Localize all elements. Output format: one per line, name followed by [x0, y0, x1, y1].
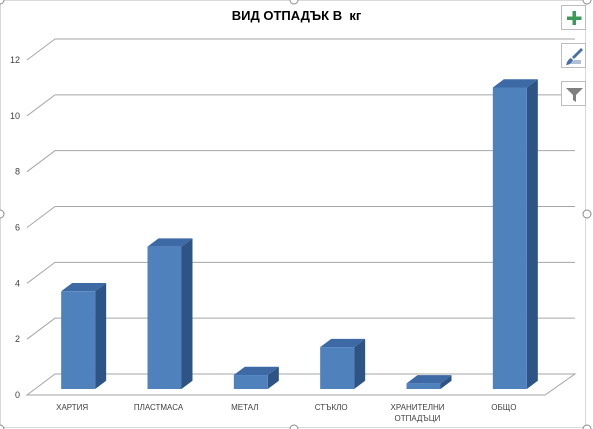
resize-handle-bottom-left[interactable]	[0, 424, 5, 429]
x-category-label: МЕТАЛ	[231, 403, 258, 412]
bar	[492, 87, 527, 389]
bar-top	[406, 375, 452, 384]
bar	[147, 246, 182, 389]
y-tick-label: 0	[15, 390, 20, 400]
chart-styles-button[interactable]	[561, 43, 586, 68]
bar-side	[354, 338, 366, 389]
plus-icon	[567, 11, 582, 25]
resize-handle-right[interactable]	[582, 209, 592, 219]
x-axis-labels: ХАРТИЯ ПЛАСТМАСА МЕТАЛ СТЪКЛО ХРАНИТЕЛНИ ОТПА…	[56, 403, 516, 423]
y-tick-label: 2	[15, 334, 20, 344]
gridline	[25, 373, 577, 396]
bar-top	[147, 238, 193, 247]
x-category-label: ПЛАСТМАСА	[134, 403, 184, 412]
bar	[233, 375, 268, 389]
bar-side	[267, 366, 279, 389]
x-category-label: ХАРТИЯ	[56, 403, 88, 412]
bar-side	[181, 238, 193, 389]
bar-side	[526, 79, 538, 389]
gridline	[26, 38, 575, 61]
x-category-label: СТЪКЛО	[315, 403, 348, 412]
bar	[406, 383, 441, 389]
y-tick-label: 4	[15, 278, 20, 288]
bar-top	[320, 338, 366, 348]
gridline	[26, 206, 575, 228]
bar-side	[440, 375, 452, 389]
y-axis-ticks: 0 2 4 6 8 10 12	[10, 55, 20, 400]
resize-handle-top-right[interactable]	[582, 0, 592, 5]
resize-handle-left[interactable]	[0, 209, 5, 219]
chart-elements-button[interactable]	[561, 5, 586, 30]
chart-title[interactable]: ВИД ОТПАДЪК В кг	[231, 8, 362, 23]
resize-handle-bottom-right[interactable]	[582, 424, 592, 429]
x-category-label: ОБЩО	[491, 403, 516, 412]
x-category-label-line: ОТПАДЪЦИ	[395, 414, 441, 423]
y-tick-label: 6	[15, 223, 20, 233]
gridline	[26, 261, 575, 284]
filter-icon	[566, 88, 583, 102]
resize-handle-top[interactable]	[289, 0, 299, 5]
bar-top	[492, 79, 538, 88]
bar-top	[61, 283, 107, 292]
gridline	[26, 150, 575, 173]
bar-side	[95, 283, 107, 389]
resize-handle-bottom[interactable]	[289, 424, 299, 429]
chart-filters-button[interactable]	[561, 81, 586, 106]
bar	[61, 291, 96, 389]
gridlines	[25, 38, 577, 396]
y-tick-label: 12	[10, 55, 20, 65]
bar-top	[233, 366, 279, 376]
x-category-label-line: ХРАНИТЕЛНИ	[391, 403, 445, 412]
bar	[320, 347, 355, 389]
resize-handle-top-left[interactable]	[0, 0, 5, 5]
gridline	[26, 94, 575, 117]
x-category-label: ХРАНИТЕЛНИ ОТПАДЪЦИ	[391, 403, 445, 423]
y-tick-label: 8	[15, 167, 20, 177]
gridline	[26, 317, 575, 340]
bars	[61, 79, 538, 389]
brush-icon	[566, 48, 583, 65]
y-tick-label: 10	[10, 111, 20, 121]
